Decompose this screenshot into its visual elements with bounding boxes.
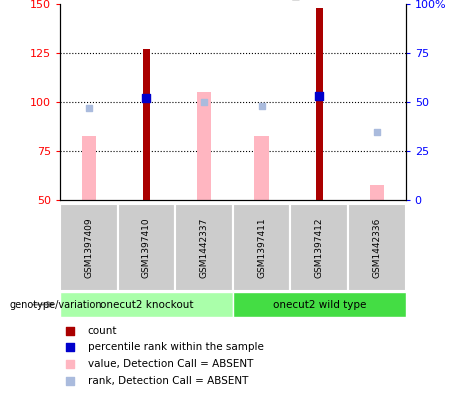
Text: GSM1442337: GSM1442337 — [200, 217, 208, 278]
Text: GSM1397409: GSM1397409 — [84, 217, 93, 278]
Text: count: count — [88, 326, 117, 336]
Bar — [60, 204, 118, 291]
Bar — [82, 136, 96, 200]
Text: GSM1397411: GSM1397411 — [257, 217, 266, 278]
Text: percentile rank within the sample: percentile rank within the sample — [88, 342, 264, 352]
Point — [66, 344, 74, 351]
Bar — [233, 204, 290, 291]
Bar — [370, 185, 384, 200]
Text: onecut2 knockout: onecut2 knockout — [100, 299, 193, 310]
Text: GSM1397410: GSM1397410 — [142, 217, 151, 278]
Point — [142, 95, 150, 101]
Bar — [316, 8, 323, 200]
Bar — [118, 204, 175, 291]
Text: value, Detection Call = ABSENT: value, Detection Call = ABSENT — [88, 359, 253, 369]
Point — [258, 103, 266, 109]
Bar — [60, 292, 233, 317]
Point — [66, 378, 74, 384]
Bar — [290, 204, 348, 291]
Point — [373, 129, 381, 135]
Bar — [143, 49, 150, 200]
Bar — [233, 292, 406, 317]
Bar — [175, 204, 233, 291]
Bar — [348, 204, 406, 291]
Point — [200, 99, 207, 105]
Point — [66, 327, 74, 334]
Text: genotype/variation: genotype/variation — [9, 299, 102, 310]
Bar — [197, 92, 211, 200]
Bar — [254, 136, 269, 200]
Point — [66, 361, 74, 367]
Text: rank, Detection Call = ABSENT: rank, Detection Call = ABSENT — [88, 376, 248, 386]
Text: GSM1397412: GSM1397412 — [315, 217, 324, 278]
Point — [85, 105, 92, 111]
Point — [315, 93, 323, 99]
Text: onecut2 wild type: onecut2 wild type — [272, 299, 366, 310]
Text: GSM1442336: GSM1442336 — [372, 217, 381, 278]
